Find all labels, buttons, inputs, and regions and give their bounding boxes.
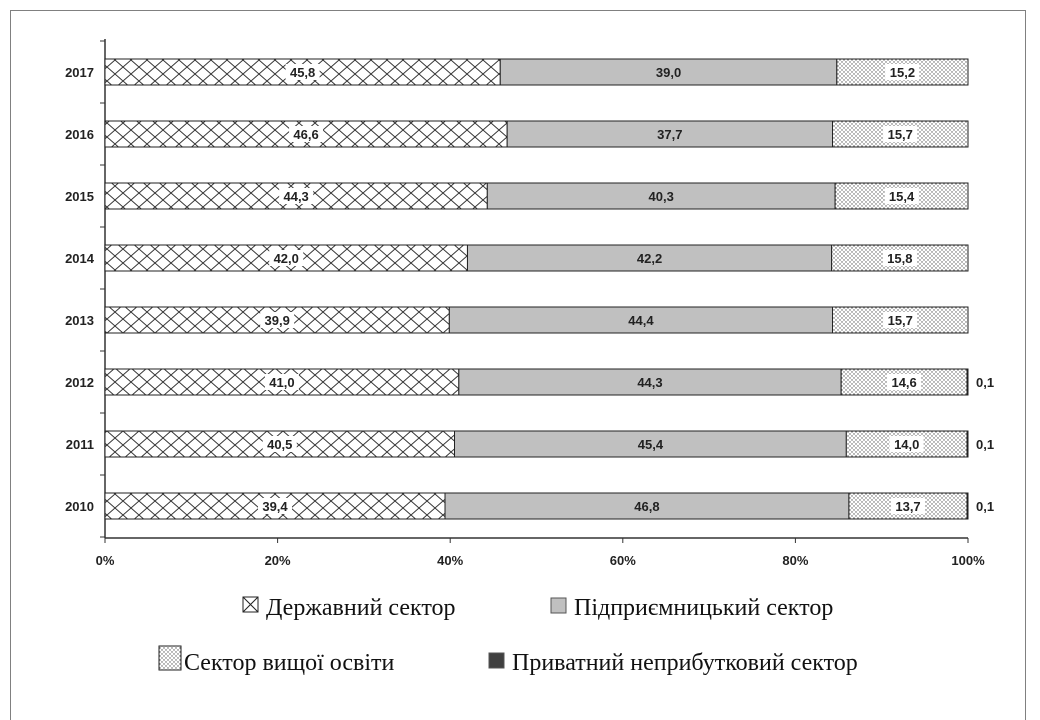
legend-label: Підприємницький сектор [574, 595, 833, 621]
data-label-bg [285, 64, 320, 80]
data-label-bg [885, 64, 920, 80]
plot-layer: 0% 20% 40% 60% 80% 100% 2017 45,8 39,0 15,2 2016 46… [65, 39, 994, 568]
data-label: 45,8 [290, 65, 315, 80]
y-tick-label: 2011 [66, 437, 94, 452]
y-tick-label: 2013 [65, 313, 94, 328]
data-label: 39,9 [265, 313, 290, 328]
data-label: 46,6 [293, 127, 318, 142]
data-label-bg [269, 250, 304, 266]
data-label: 14,6 [891, 375, 916, 390]
data-label: 15,7 [888, 127, 913, 142]
y-tick-label: 2010 [65, 499, 94, 514]
data-label: 39,4 [262, 499, 288, 514]
data-label: 0,1 [976, 437, 994, 452]
data-label: 15,2 [890, 65, 915, 80]
data-label: 15,8 [887, 251, 912, 266]
legend-entry: Державний сектор [242, 595, 456, 621]
data-label-bg [882, 250, 917, 266]
data-label-bg [258, 498, 293, 514]
data-label-bg [884, 188, 919, 204]
data-label: 14,0 [894, 437, 919, 452]
data-label: 37,7 [657, 127, 682, 142]
chart-frame: 0% 20% 40% 60% 80% 100% 2017 45,8 39,0 15,2 2016 46… [10, 10, 1026, 720]
data-label: 0,1 [976, 499, 994, 514]
bar-segment [454, 430, 847, 458]
legend-label: Державний сектор [266, 595, 456, 621]
y-tick-label: 2015 [65, 189, 94, 204]
bar-segment [966, 492, 969, 520]
bar-segment [966, 430, 969, 458]
data-label: 40,5 [267, 437, 292, 452]
data-label: 45,4 [638, 437, 664, 452]
legend-swatch-cross [242, 596, 259, 613]
data-label-bg [891, 498, 926, 514]
legend: Державний сектор Підприємницький сектор Се… [158, 595, 858, 676]
data-label: 0,1 [976, 375, 994, 390]
data-label: 42,0 [274, 251, 299, 266]
data-label: 13,7 [895, 499, 920, 514]
x-tick-label: 0% [96, 553, 115, 568]
legend-label: Сектор вищої освіти [184, 650, 395, 676]
bar-segment [466, 244, 833, 272]
data-label-bg [264, 374, 299, 390]
data-label: 44,3 [637, 375, 662, 390]
y-tick-label: 2014 [65, 251, 95, 266]
data-label-bg [262, 436, 297, 452]
bar-segment [458, 368, 842, 396]
bar-segment [966, 368, 969, 396]
chart-svg: 0% 20% 40% 60% 80% 100% 2017 45,8 39,0 15,2 2016 46… [65, 39, 994, 676]
data-label-bg [883, 126, 918, 142]
data-label-bg [289, 126, 324, 142]
x-tick-label: 60% [610, 553, 636, 568]
y-tick-label: 2017 [65, 65, 94, 80]
data-label: 15,7 [888, 313, 913, 328]
legend-entry: Приватний неприбутковий сектор [488, 650, 858, 676]
bar-segment [506, 120, 834, 148]
bar-segment [486, 182, 836, 210]
legend-label: Приватний неприбутковий сектор [512, 650, 858, 676]
data-label: 42,2 [637, 251, 662, 266]
data-label-bg [883, 312, 918, 328]
data-label: 15,4 [889, 189, 915, 204]
legend-entry: Підприємницький сектор [550, 595, 833, 621]
data-label-bg [260, 312, 295, 328]
data-label-bg [889, 436, 924, 452]
legend-swatch [550, 597, 567, 614]
data-label: 44,4 [628, 313, 654, 328]
data-label: 40,3 [649, 189, 674, 204]
data-label-bg [279, 188, 314, 204]
y-tick-label: 2016 [65, 127, 94, 142]
y-tick-label: 2012 [65, 375, 94, 390]
legend-swatch [158, 645, 182, 671]
data-label: 41,0 [269, 375, 294, 390]
legend-swatch [488, 652, 505, 669]
data-label: 44,3 [283, 189, 308, 204]
data-label-bg [887, 374, 922, 390]
x-tick-label: 100% [951, 553, 985, 568]
data-label: 39,0 [656, 65, 681, 80]
x-tick-label: 20% [265, 553, 291, 568]
legend-entry: Сектор вищої освіти [158, 645, 395, 676]
bar-segment [499, 58, 838, 86]
data-label: 46,8 [634, 499, 659, 514]
x-tick-label: 40% [437, 553, 463, 568]
bar-segment [104, 244, 468, 272]
x-tick-label: 80% [782, 553, 808, 568]
